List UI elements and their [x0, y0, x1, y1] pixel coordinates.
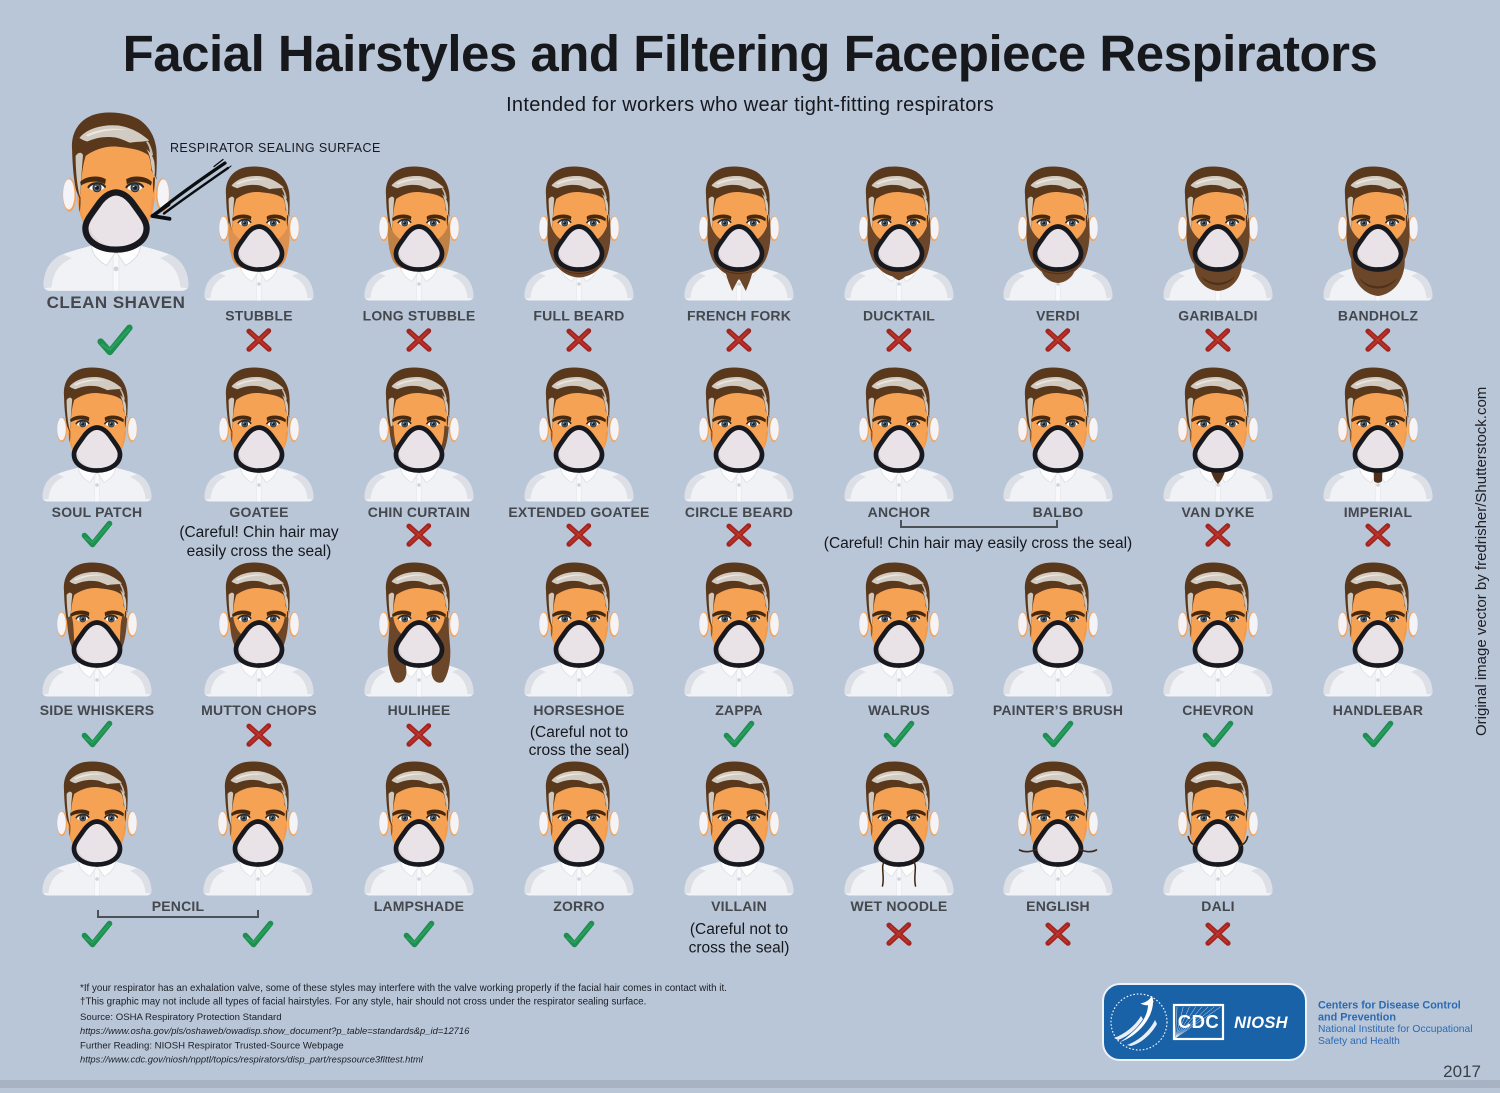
svg-text:Original image vector by fredr: Original image vector by fredrisher/Shut… [1473, 387, 1490, 736]
svg-text:easily cross the seal): easily cross the seal) [187, 543, 332, 560]
svg-text:cross the seal): cross the seal) [529, 742, 630, 759]
svg-text:CLEAN SHAVEN: CLEAN SHAVEN [47, 293, 186, 312]
svg-text:(Careful not to: (Careful not to [690, 921, 788, 938]
svg-text:ENGLISH: ENGLISH [1026, 898, 1090, 914]
svg-text:NIOSH: NIOSH [1234, 1014, 1289, 1032]
svg-text:GARIBALDI: GARIBALDI [1178, 308, 1258, 324]
svg-text:VAN DYKE: VAN DYKE [1182, 504, 1255, 520]
svg-text:SIDE WHISKERS: SIDE WHISKERS [40, 702, 155, 718]
svg-text:SOUL PATCH: SOUL PATCH [52, 504, 143, 520]
svg-text:ZORRO: ZORRO [553, 898, 605, 914]
svg-text:(Careful not to: (Careful not to [530, 724, 628, 741]
svg-text:CHEVRON: CHEVRON [1182, 702, 1253, 718]
svg-text:PENCIL: PENCIL [152, 898, 205, 914]
svg-text:Intended for workers who wear: Intended for workers who wear tight-fitt… [506, 94, 994, 116]
svg-text:BANDHOLZ: BANDHOLZ [1338, 308, 1418, 324]
svg-text:*If your respirator has an exh: *If your respirator has an exhalation va… [80, 983, 727, 994]
svg-text:FRENCH FORK: FRENCH FORK [687, 308, 791, 324]
svg-text:HANDLEBAR: HANDLEBAR [1333, 702, 1423, 718]
svg-text:GOATEE: GOATEE [229, 504, 288, 520]
svg-text:WALRUS: WALRUS [868, 702, 930, 718]
svg-text:Safety and Health: Safety and Health [1318, 1036, 1400, 1047]
svg-text:HORSESHOE: HORSESHOE [533, 702, 624, 718]
svg-text:RESPIRATOR SEALING SURFACE: RESPIRATOR SEALING SURFACE [170, 141, 381, 155]
svg-text:cross the seal): cross the seal) [689, 940, 790, 957]
svg-text:PAINTER’S BRUSH: PAINTER’S BRUSH [993, 702, 1123, 718]
svg-text:HULIHEE: HULIHEE [388, 702, 451, 718]
svg-text:CDC: CDC [1178, 1011, 1220, 1032]
svg-text:ZAPPA: ZAPPA [715, 702, 762, 718]
svg-text:MUTTON CHOPS: MUTTON CHOPS [201, 702, 317, 718]
svg-text:https://www.cdc.gov/niosh/nppt: https://www.cdc.gov/niosh/npptl/topics/r… [80, 1054, 424, 1065]
svg-text:LONG STUBBLE: LONG STUBBLE [363, 308, 476, 324]
svg-text:Source: OSHA Respiratory Prote: Source: OSHA Respiratory Protection Stan… [80, 1012, 282, 1023]
svg-text:ANCHOR: ANCHOR [868, 504, 931, 520]
svg-text:Facial Hairstyles and Filterin: Facial Hairstyles and Filtering Facepiec… [123, 25, 1378, 82]
svg-text:National Institute for Occupat: National Institute for Occupational [1318, 1024, 1473, 1035]
svg-text:VERDI: VERDI [1036, 308, 1080, 324]
svg-text:BALBO: BALBO [1033, 504, 1084, 520]
svg-text:CHIN CURTAIN: CHIN CURTAIN [368, 504, 470, 520]
svg-text:https://www.osha.gov/pls/oshaw: https://www.osha.gov/pls/oshaweb/owadisp… [80, 1025, 470, 1036]
svg-text:VILLAIN: VILLAIN [711, 898, 767, 914]
svg-text:DUCKTAIL: DUCKTAIL [863, 308, 935, 324]
svg-text:FULL BEARD: FULL BEARD [533, 308, 624, 324]
svg-text:2017: 2017 [1443, 1062, 1481, 1081]
svg-text:IMPERIAL: IMPERIAL [1344, 504, 1413, 520]
svg-text:and Prevention: and Prevention [1318, 1012, 1396, 1024]
svg-text:CIRCLE BEARD: CIRCLE BEARD [685, 504, 793, 520]
svg-text:LAMPSHADE: LAMPSHADE [374, 898, 464, 914]
svg-text:DALI: DALI [1201, 898, 1234, 914]
svg-text:EXTENDED GOATEE: EXTENDED GOATEE [508, 504, 649, 520]
svg-text:WET NOODLE: WET NOODLE [851, 898, 948, 914]
svg-text:STUBBLE: STUBBLE [225, 308, 293, 324]
svg-text:(Careful! Chin hair may: (Careful! Chin hair may [179, 524, 339, 541]
svg-text:Further Reading: NIOSH Respira: Further Reading: NIOSH Respirator Truste… [80, 1041, 344, 1052]
svg-text:(Careful! Chin hair may easily: (Careful! Chin hair may easily cross the… [824, 535, 1132, 552]
svg-text:†This graphic may not include: †This graphic may not include all types … [80, 997, 646, 1008]
svg-text:Centers for Disease Control: Centers for Disease Control [1318, 1000, 1461, 1012]
